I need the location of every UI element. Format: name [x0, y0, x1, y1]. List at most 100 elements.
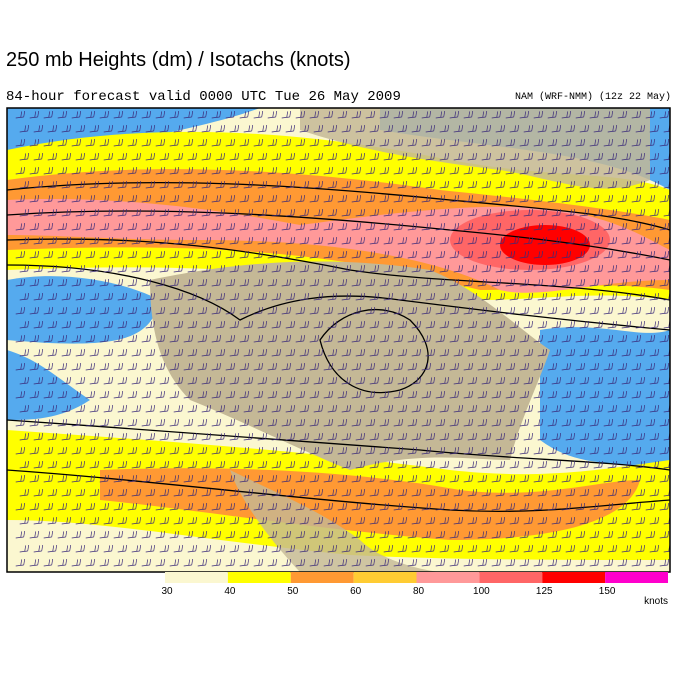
wind-barb: [173, 236, 184, 245]
wind-barb: [351, 474, 362, 483]
wind-barb: [15, 166, 26, 175]
wind-barb: [635, 236, 646, 245]
wind-barb: [379, 502, 390, 511]
wind-barb: [575, 110, 586, 119]
wind-barb: [579, 320, 590, 329]
wind-barb: [421, 194, 432, 203]
wind-barb: [439, 180, 450, 189]
wind-barb: [575, 418, 586, 427]
wind-barb: [71, 474, 82, 483]
wind-barb: [365, 250, 376, 259]
wind-barb: [271, 516, 282, 525]
wind-barb: [397, 320, 408, 329]
wind-barb: [575, 334, 586, 343]
wind-barb: [649, 376, 660, 385]
wind-barb: [239, 222, 250, 231]
wind-barb: [481, 236, 492, 245]
wind-barb: [551, 376, 562, 385]
wind-barb: [477, 418, 488, 427]
wind-barb: [551, 124, 562, 133]
wind-barb: [449, 558, 460, 567]
wind-barb: [393, 390, 404, 399]
wind-barb: [145, 152, 156, 161]
wind-barb: [159, 376, 170, 385]
wind-barb: [43, 110, 54, 119]
wind-barb: [183, 530, 194, 539]
wind-barb: [603, 334, 614, 343]
wind-barb: [449, 306, 460, 315]
wind-barb: [603, 474, 614, 483]
wind-barb: [659, 222, 670, 231]
wind-barb: [19, 544, 30, 553]
wind-barb: [313, 488, 324, 497]
wind-barb: [533, 278, 544, 287]
wind-barb: [131, 544, 142, 553]
wind-barb: [491, 558, 502, 567]
wind-barb: [323, 474, 334, 483]
wind-barb: [117, 264, 128, 273]
wind-barb: [379, 278, 390, 287]
wind-barb: [425, 124, 436, 133]
wind-barb: [267, 558, 278, 567]
wind-barb: [631, 362, 642, 371]
wind-barb: [19, 516, 30, 525]
wind-barb: [131, 348, 142, 357]
wind-barb: [365, 194, 376, 203]
wind-barb: [537, 460, 548, 469]
wind-barb: [411, 320, 422, 329]
wind-barb: [173, 460, 184, 469]
wind-barb: [141, 306, 152, 315]
wind-barb: [589, 110, 600, 119]
wind-barb: [57, 138, 68, 147]
wind-barb: [355, 180, 366, 189]
wind-barb: [547, 390, 558, 399]
wind-barb: [43, 474, 54, 483]
wind-barb: [271, 376, 282, 385]
wind-barb: [355, 544, 366, 553]
wind-barb: [561, 306, 572, 315]
wind-barb: [635, 264, 646, 273]
wind-barb: [561, 138, 572, 147]
wind-barb: [519, 502, 530, 511]
wind-barb: [341, 348, 352, 357]
wind-barb: [15, 530, 26, 539]
wind-barb: [351, 250, 362, 259]
wind-barb: [509, 516, 520, 525]
wind-barb: [183, 474, 194, 483]
wind-barb: [243, 544, 254, 553]
wind-barb: [239, 418, 250, 427]
wind-barb: [589, 530, 600, 539]
wind-barb: [47, 236, 58, 245]
wind-barb: [523, 152, 534, 161]
wind-barb: [593, 236, 604, 245]
slow-wind-area: [7, 350, 90, 420]
wind-barb: [449, 530, 460, 539]
wind-barb: [159, 152, 170, 161]
wind-barb: [565, 376, 576, 385]
wind-barb: [407, 222, 418, 231]
wind-barb: [337, 110, 348, 119]
wind-barb: [239, 138, 250, 147]
wind-barb: [505, 334, 516, 343]
wind-barb: [253, 474, 264, 483]
wind-barb: [295, 250, 306, 259]
wind-barb: [579, 124, 590, 133]
wind-barb: [103, 292, 114, 301]
wind-barb: [369, 460, 380, 469]
wind-barb: [229, 460, 240, 469]
wind-barb: [15, 502, 26, 511]
wind-barb: [477, 446, 488, 455]
wind-barb: [225, 278, 236, 287]
wind-barb: [537, 236, 548, 245]
wind-barb: [659, 418, 670, 427]
wind-barb: [141, 334, 152, 343]
legend-swatch: [416, 572, 480, 583]
wind-barb: [229, 544, 240, 553]
wind-barb: [183, 558, 194, 567]
wind-barb: [285, 292, 296, 301]
wind-barb: [267, 110, 278, 119]
wind-barb: [47, 180, 58, 189]
wind-barb: [187, 348, 198, 357]
wind-barb: [509, 236, 520, 245]
wind-barb: [159, 488, 170, 497]
